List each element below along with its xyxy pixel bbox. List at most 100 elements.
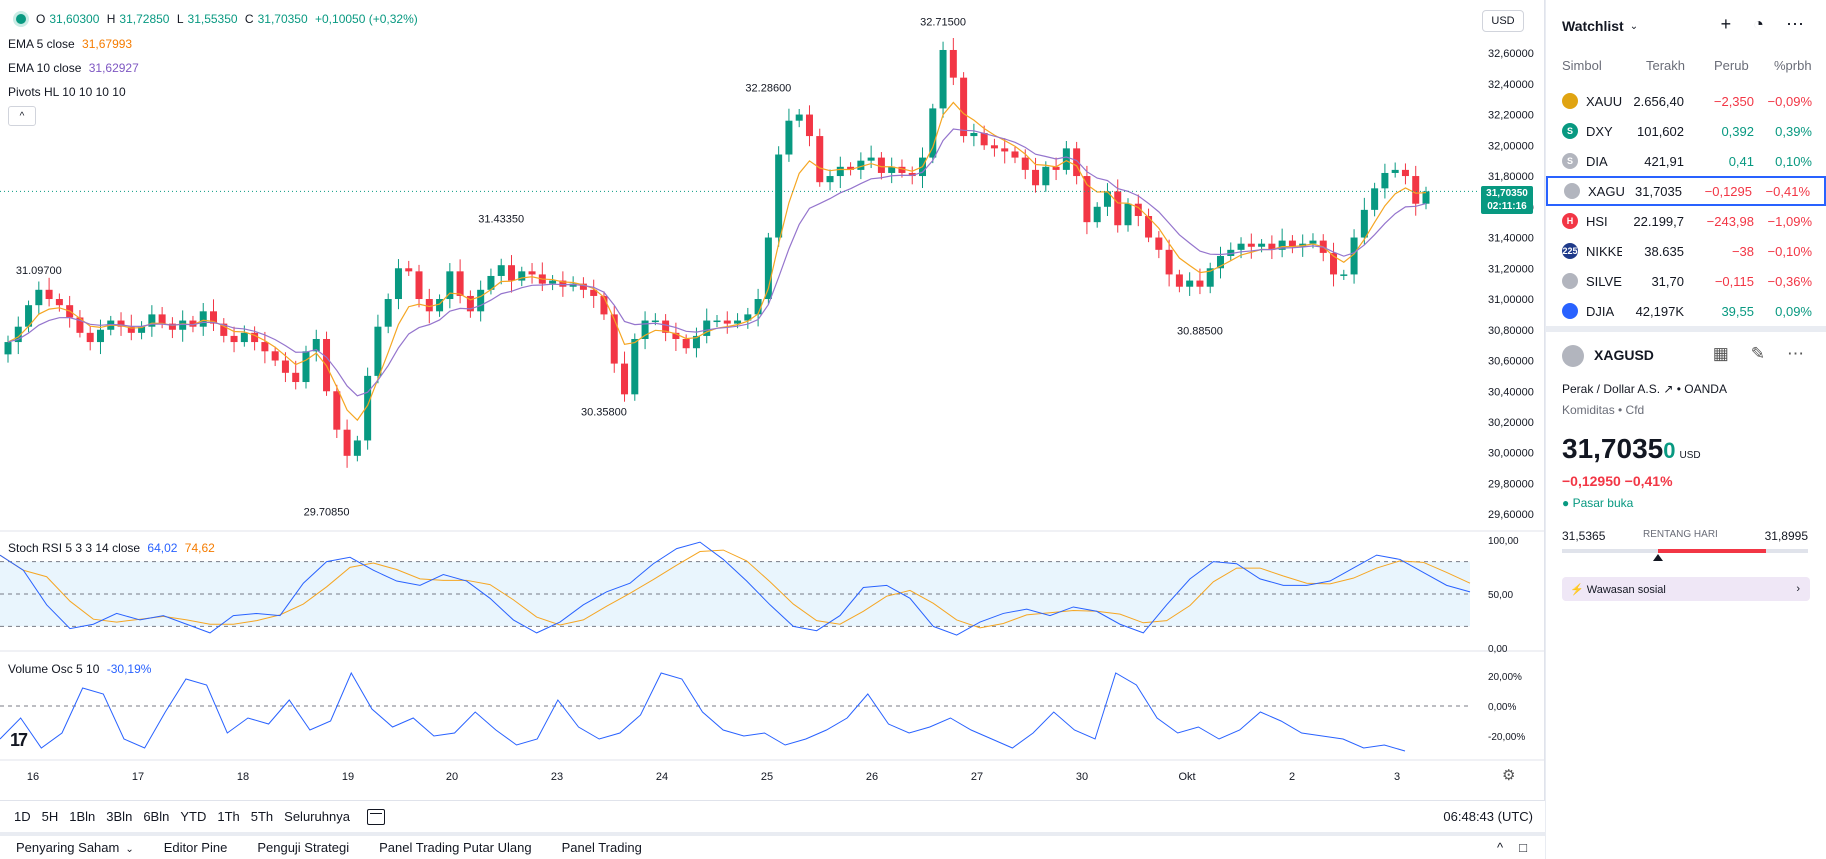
- detail-description[interactable]: Perak / Dollar A.S. ↗ • OANDA: [1562, 382, 1727, 396]
- stoch-legend[interactable]: Stoch RSI 5 3 3 14 close 64,02 74,62: [8, 541, 219, 555]
- time-tick-label: 26: [866, 771, 878, 783]
- chevron-down-icon: ⌄: [1629, 20, 1639, 32]
- tab-replay-trading[interactable]: Panel Trading Putar Ulang: [379, 840, 532, 855]
- pivot-label: 30.35800: [581, 407, 627, 419]
- candle-body: [939, 49, 947, 109]
- tradingview-logo-icon[interactable]: 17: [10, 730, 28, 750]
- pivots-legend[interactable]: Pivots HL 10 10 10 10: [8, 85, 130, 99]
- range-5h[interactable]: 5H: [41, 809, 59, 824]
- watchlist-row[interactable]: XAUU 2.656,40 −2,350 −0,09%: [1546, 86, 1826, 116]
- candle-body: [4, 342, 12, 355]
- tab-pine-editor[interactable]: Editor Pine: [163, 840, 228, 855]
- chart-pane[interactable]: 32,60000 32,40000 32,20000 32,00000 31,80000…: [0, 0, 1545, 800]
- price-tick-label: 31,20000: [1488, 263, 1534, 275]
- panel-divider[interactable]: [1546, 326, 1826, 332]
- watchlist-row[interactable]: 225 NIKKE 38.635 −38 −0,10%: [1546, 236, 1826, 266]
- ema5-legend[interactable]: EMA 5 close 31,67993: [8, 37, 136, 51]
- column-symbol[interactable]: Simbol: [1562, 58, 1602, 73]
- candle-body: [1371, 188, 1379, 210]
- layout-grid-icon[interactable]: ▦: [1712, 344, 1729, 363]
- watchlist-row[interactable]: S DIA 421,91 0,41 0,10%: [1546, 146, 1826, 176]
- range-1bln[interactable]: 1Bln: [69, 809, 96, 824]
- tab-stock-screener[interactable]: Penyaring Saham ⌄: [16, 840, 134, 855]
- candle-body: [189, 320, 197, 327]
- range-3bln[interactable]: 3Bln: [106, 809, 133, 824]
- candle-body: [1391, 169, 1399, 173]
- candle-body: [713, 320, 721, 323]
- candle-body: [436, 299, 444, 312]
- symbol-logo-icon: [1564, 183, 1580, 199]
- range-ytd[interactable]: YTD: [180, 809, 207, 824]
- candle-body: [590, 289, 598, 296]
- maximize-icon[interactable]: □: [1519, 840, 1527, 855]
- more-options-icon[interactable]: ⋯: [1786, 14, 1804, 34]
- candle-body: [888, 166, 896, 173]
- candle-body: [1042, 166, 1050, 186]
- collapse-legend-button[interactable]: ^: [8, 106, 36, 126]
- watchlist-title[interactable]: Watchlist ⌄: [1562, 18, 1638, 34]
- range-seluruhnya[interactable]: Seluruhnya: [284, 809, 350, 824]
- stoch-label: Stoch RSI 5 3 3 14 close: [8, 541, 141, 555]
- ema5-label: EMA 5 close: [8, 37, 75, 51]
- time-tick-label: 20: [446, 771, 458, 783]
- range-1th[interactable]: 1Th: [217, 809, 240, 824]
- ema10-label: EMA 10 close: [8, 61, 82, 75]
- watchlist-row[interactable]: DJIA 42,197K 39,55 0,09%: [1546, 296, 1826, 326]
- price-tick-label: 32,60000: [1488, 48, 1534, 60]
- watchlist-row[interactable]: XAGU 31,7035 −0,1295 −0,41%: [1546, 176, 1826, 206]
- watchlist-row[interactable]: H HSI 22.199,7 −243,98 −1,09%: [1546, 206, 1826, 236]
- volosc-tick-label: 0,00%: [1488, 702, 1516, 713]
- watchlist-actions: + ◔ ⋯: [1721, 14, 1804, 35]
- column-change-percent[interactable]: %prbh: [1774, 58, 1812, 73]
- range-6bln[interactable]: 6Bln: [143, 809, 170, 824]
- gear-icon[interactable]: ⚙: [1502, 767, 1516, 784]
- currency-button[interactable]: USD: [1482, 10, 1524, 32]
- range-toolbar: 1D 5H 1Bln 3Bln 6Bln YTD 1Th 5Th Seluruhnya 06:4…: [0, 800, 1545, 832]
- candle-body: [785, 120, 793, 155]
- social-insights-button[interactable]: ⚡ Wawasan sosial ›: [1562, 577, 1810, 601]
- candle-body: [1124, 203, 1132, 226]
- chart-pie-icon[interactable]: ◔: [1753, 14, 1764, 34]
- time-tick-label: 17: [132, 771, 144, 783]
- tab-trading-panel[interactable]: Panel Trading: [561, 840, 642, 855]
- column-last[interactable]: Terakh: [1646, 58, 1686, 73]
- candle-body: [1134, 203, 1142, 217]
- tab-strategy-tester[interactable]: Penguji Strategi: [257, 840, 350, 855]
- watchlist-row[interactable]: S DXY 101,602 0,392 0,39%: [1546, 116, 1826, 146]
- row-change-percent: −1,09%: [1767, 213, 1812, 229]
- range-1d[interactable]: 1D: [14, 809, 31, 824]
- candle-body: [847, 166, 855, 170]
- price-tick-label: 29,80000: [1488, 478, 1534, 490]
- chart-canvas[interactable]: 32,60000 32,40000 32,20000 32,00000 31,80000…: [0, 0, 1545, 800]
- volosc-legend[interactable]: Volume Osc 5 10 -30,19%: [8, 662, 155, 676]
- watchlist-columns: Simbol Terakh Perub %prbh: [1562, 58, 1824, 73]
- candle-body: [25, 305, 33, 327]
- column-change[interactable]: Perub: [1714, 58, 1749, 73]
- price-tick-label: 30,60000: [1488, 356, 1534, 368]
- more-options-icon[interactable]: ⋯: [1787, 344, 1804, 363]
- edit-icon[interactable]: ✎: [1750, 344, 1765, 363]
- row-last: 38.635: [1644, 243, 1684, 259]
- watchlist-row[interactable]: SILVEF 31,70 −0,115 −0,36%: [1546, 266, 1826, 296]
- chevron-down-icon[interactable]: ⌄: [125, 844, 134, 855]
- symbol-logo-icon: [1562, 303, 1578, 319]
- candle-body: [415, 271, 423, 300]
- chevron-up-icon[interactable]: ^: [1497, 840, 1504, 855]
- calendar-icon[interactable]: [366, 808, 385, 825]
- detail-symbol[interactable]: XAGUSD: [1594, 347, 1654, 363]
- candle-body: [960, 77, 968, 137]
- symbol-logo-icon: S: [1562, 153, 1578, 169]
- candle-body: [1093, 206, 1101, 223]
- candle-body: [281, 360, 289, 373]
- candle-body: [1021, 157, 1029, 170]
- add-symbol-icon[interactable]: +: [1720, 14, 1732, 34]
- candle-body: [579, 283, 587, 290]
- row-change-percent: −0,41%: [1765, 183, 1810, 199]
- detail-price: 31,70350 USD: [1562, 433, 1701, 465]
- candle-body: [970, 132, 978, 137]
- range-5th[interactable]: 5Th: [250, 809, 274, 824]
- clock[interactable]: 06:48:43 (UTC): [1443, 809, 1533, 824]
- ema10-legend[interactable]: EMA 10 close 31,62927: [8, 61, 143, 75]
- candle-body: [908, 172, 916, 177]
- row-symbol: DXY: [1586, 123, 1613, 139]
